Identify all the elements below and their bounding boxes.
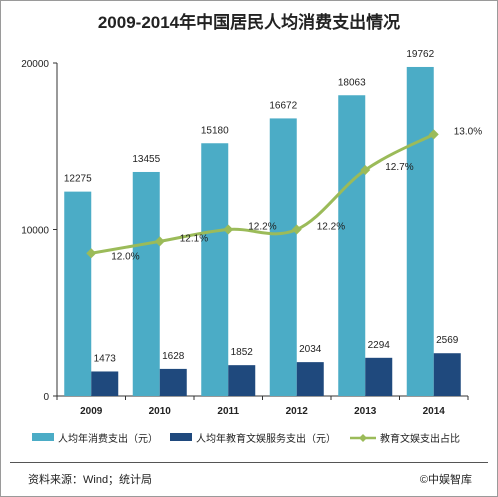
brand-credit: ©中娱智库 [420, 471, 472, 487]
bar [407, 67, 434, 396]
bar [297, 362, 324, 396]
bar [201, 143, 228, 396]
ratio-value-label: 13.0% [454, 126, 482, 137]
ratio-value-label: 12.1% [180, 233, 208, 244]
bar [160, 369, 187, 396]
footer-divider [10, 462, 488, 463]
ratio-value-label: 12.0% [111, 251, 139, 262]
y-tick-label: 20000 [21, 59, 49, 70]
bar-value-label: 2569 [436, 335, 459, 346]
legend-label: 人均年消费支出（元） [58, 432, 158, 445]
ratio-value-label: 12.2% [317, 222, 345, 233]
x-tick-label: 2012 [286, 406, 309, 417]
legend-label: 人均年教育文娱服务支出（元） [196, 432, 336, 445]
ratio-value-label: 12.7% [385, 162, 413, 173]
legend-label: 教育文娱支出占比 [380, 432, 460, 445]
ratio-value-label: 12.2% [248, 222, 276, 233]
x-tick-label: 2009 [80, 406, 103, 417]
bar [228, 365, 255, 396]
bar [133, 172, 160, 396]
bar [338, 95, 365, 396]
chart-svg: 0 10000 20000 2009 2010 2011 2012 2013 2014 1227… [0, 0, 498, 460]
bar-value-label: 2034 [299, 344, 322, 355]
bar [434, 353, 461, 396]
bar [365, 358, 392, 396]
bar-value-label: 13455 [132, 154, 160, 165]
x-tick-label: 2010 [149, 406, 172, 417]
y-tick-label: 10000 [21, 226, 49, 237]
x-tick-label: 2011 [217, 406, 239, 417]
source-note: 资料来源：Wind；统计局 [28, 471, 152, 487]
bar-value-label: 15180 [201, 125, 229, 136]
y-tick-label: 0 [43, 392, 49, 403]
x-tick-label: 2014 [423, 406, 446, 417]
bar-value-label: 2294 [368, 340, 391, 351]
bar-value-label: 16672 [269, 100, 297, 111]
legend: 人均年消费支出（元） 人均年教育文娱服务支出（元） 教育文娱支出占比 [32, 432, 460, 445]
legend-swatch [170, 433, 192, 441]
bar-value-label: 1628 [162, 351, 185, 362]
legend-swatch [32, 433, 54, 441]
bar-value-label: 18063 [338, 77, 366, 88]
bar [91, 371, 118, 396]
bar [270, 118, 297, 396]
x-tick-label: 2013 [354, 406, 377, 417]
bar [64, 192, 91, 396]
bar-value-label: 19762 [406, 49, 434, 60]
bar-value-label: 1473 [94, 353, 117, 364]
bar-value-label: 1852 [231, 347, 254, 358]
bar-value-label: 12275 [64, 174, 92, 185]
legend-marker [359, 434, 367, 442]
